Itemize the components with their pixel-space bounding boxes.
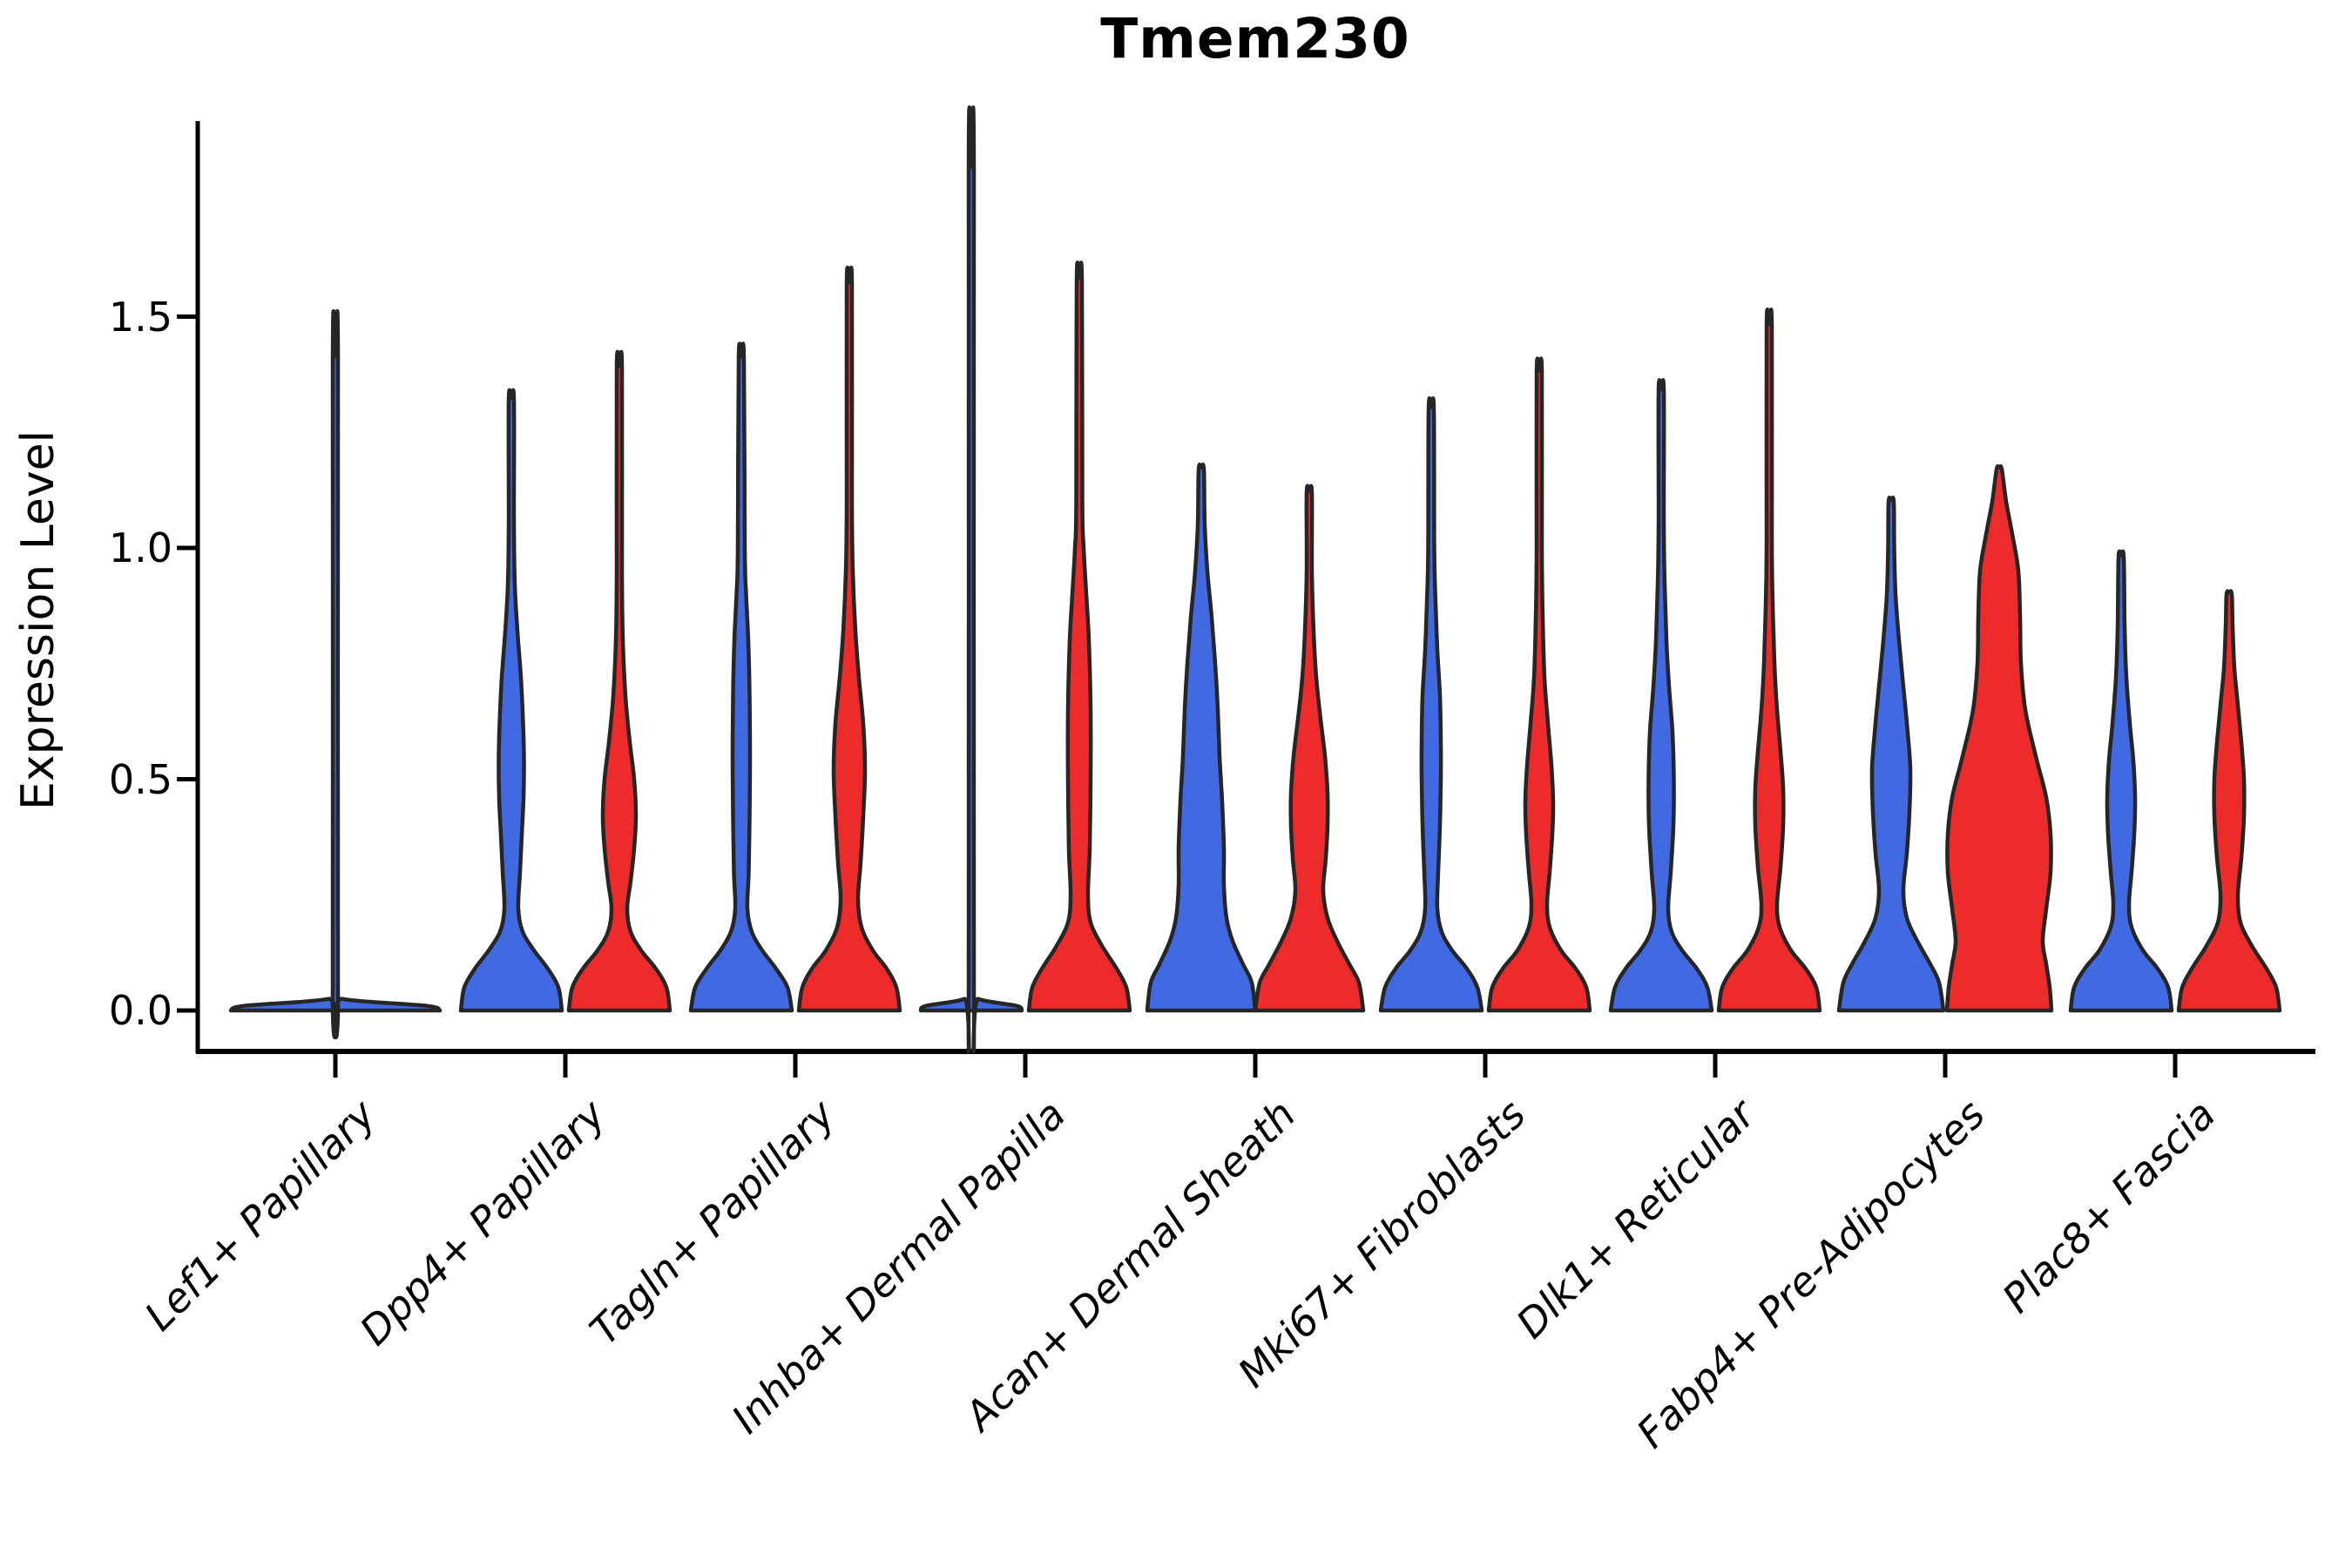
violin-blue — [1836, 495, 1946, 1013]
violin-blue — [2068, 549, 2174, 1013]
violin-red — [2176, 589, 2282, 1013]
violin-red — [1944, 463, 2054, 1013]
violin-red — [1716, 308, 1822, 1013]
violin-red — [1253, 483, 1366, 1013]
violin-red — [1486, 356, 1592, 1013]
violin-blue — [1608, 378, 1714, 1013]
violin-blue — [688, 341, 794, 1013]
y-tick-label: 0.0 — [108, 987, 172, 1034]
violin-blue — [1378, 395, 1484, 1013]
violin-blue — [1145, 463, 1258, 1013]
violin-single — [228, 309, 443, 1039]
y-tick-label: 0.5 — [108, 755, 172, 803]
violin-red — [566, 349, 672, 1013]
y-tick-label: 1.0 — [108, 524, 172, 571]
violin-red — [1026, 260, 1132, 1013]
chart-title: Tmem230 — [1100, 7, 1410, 71]
violin-blue — [458, 388, 564, 1013]
y-tick-label: 1.5 — [108, 293, 172, 341]
violin-blue — [918, 105, 1024, 1053]
violin-red — [796, 266, 902, 1013]
y-axis-label: Expression Level — [12, 429, 64, 811]
